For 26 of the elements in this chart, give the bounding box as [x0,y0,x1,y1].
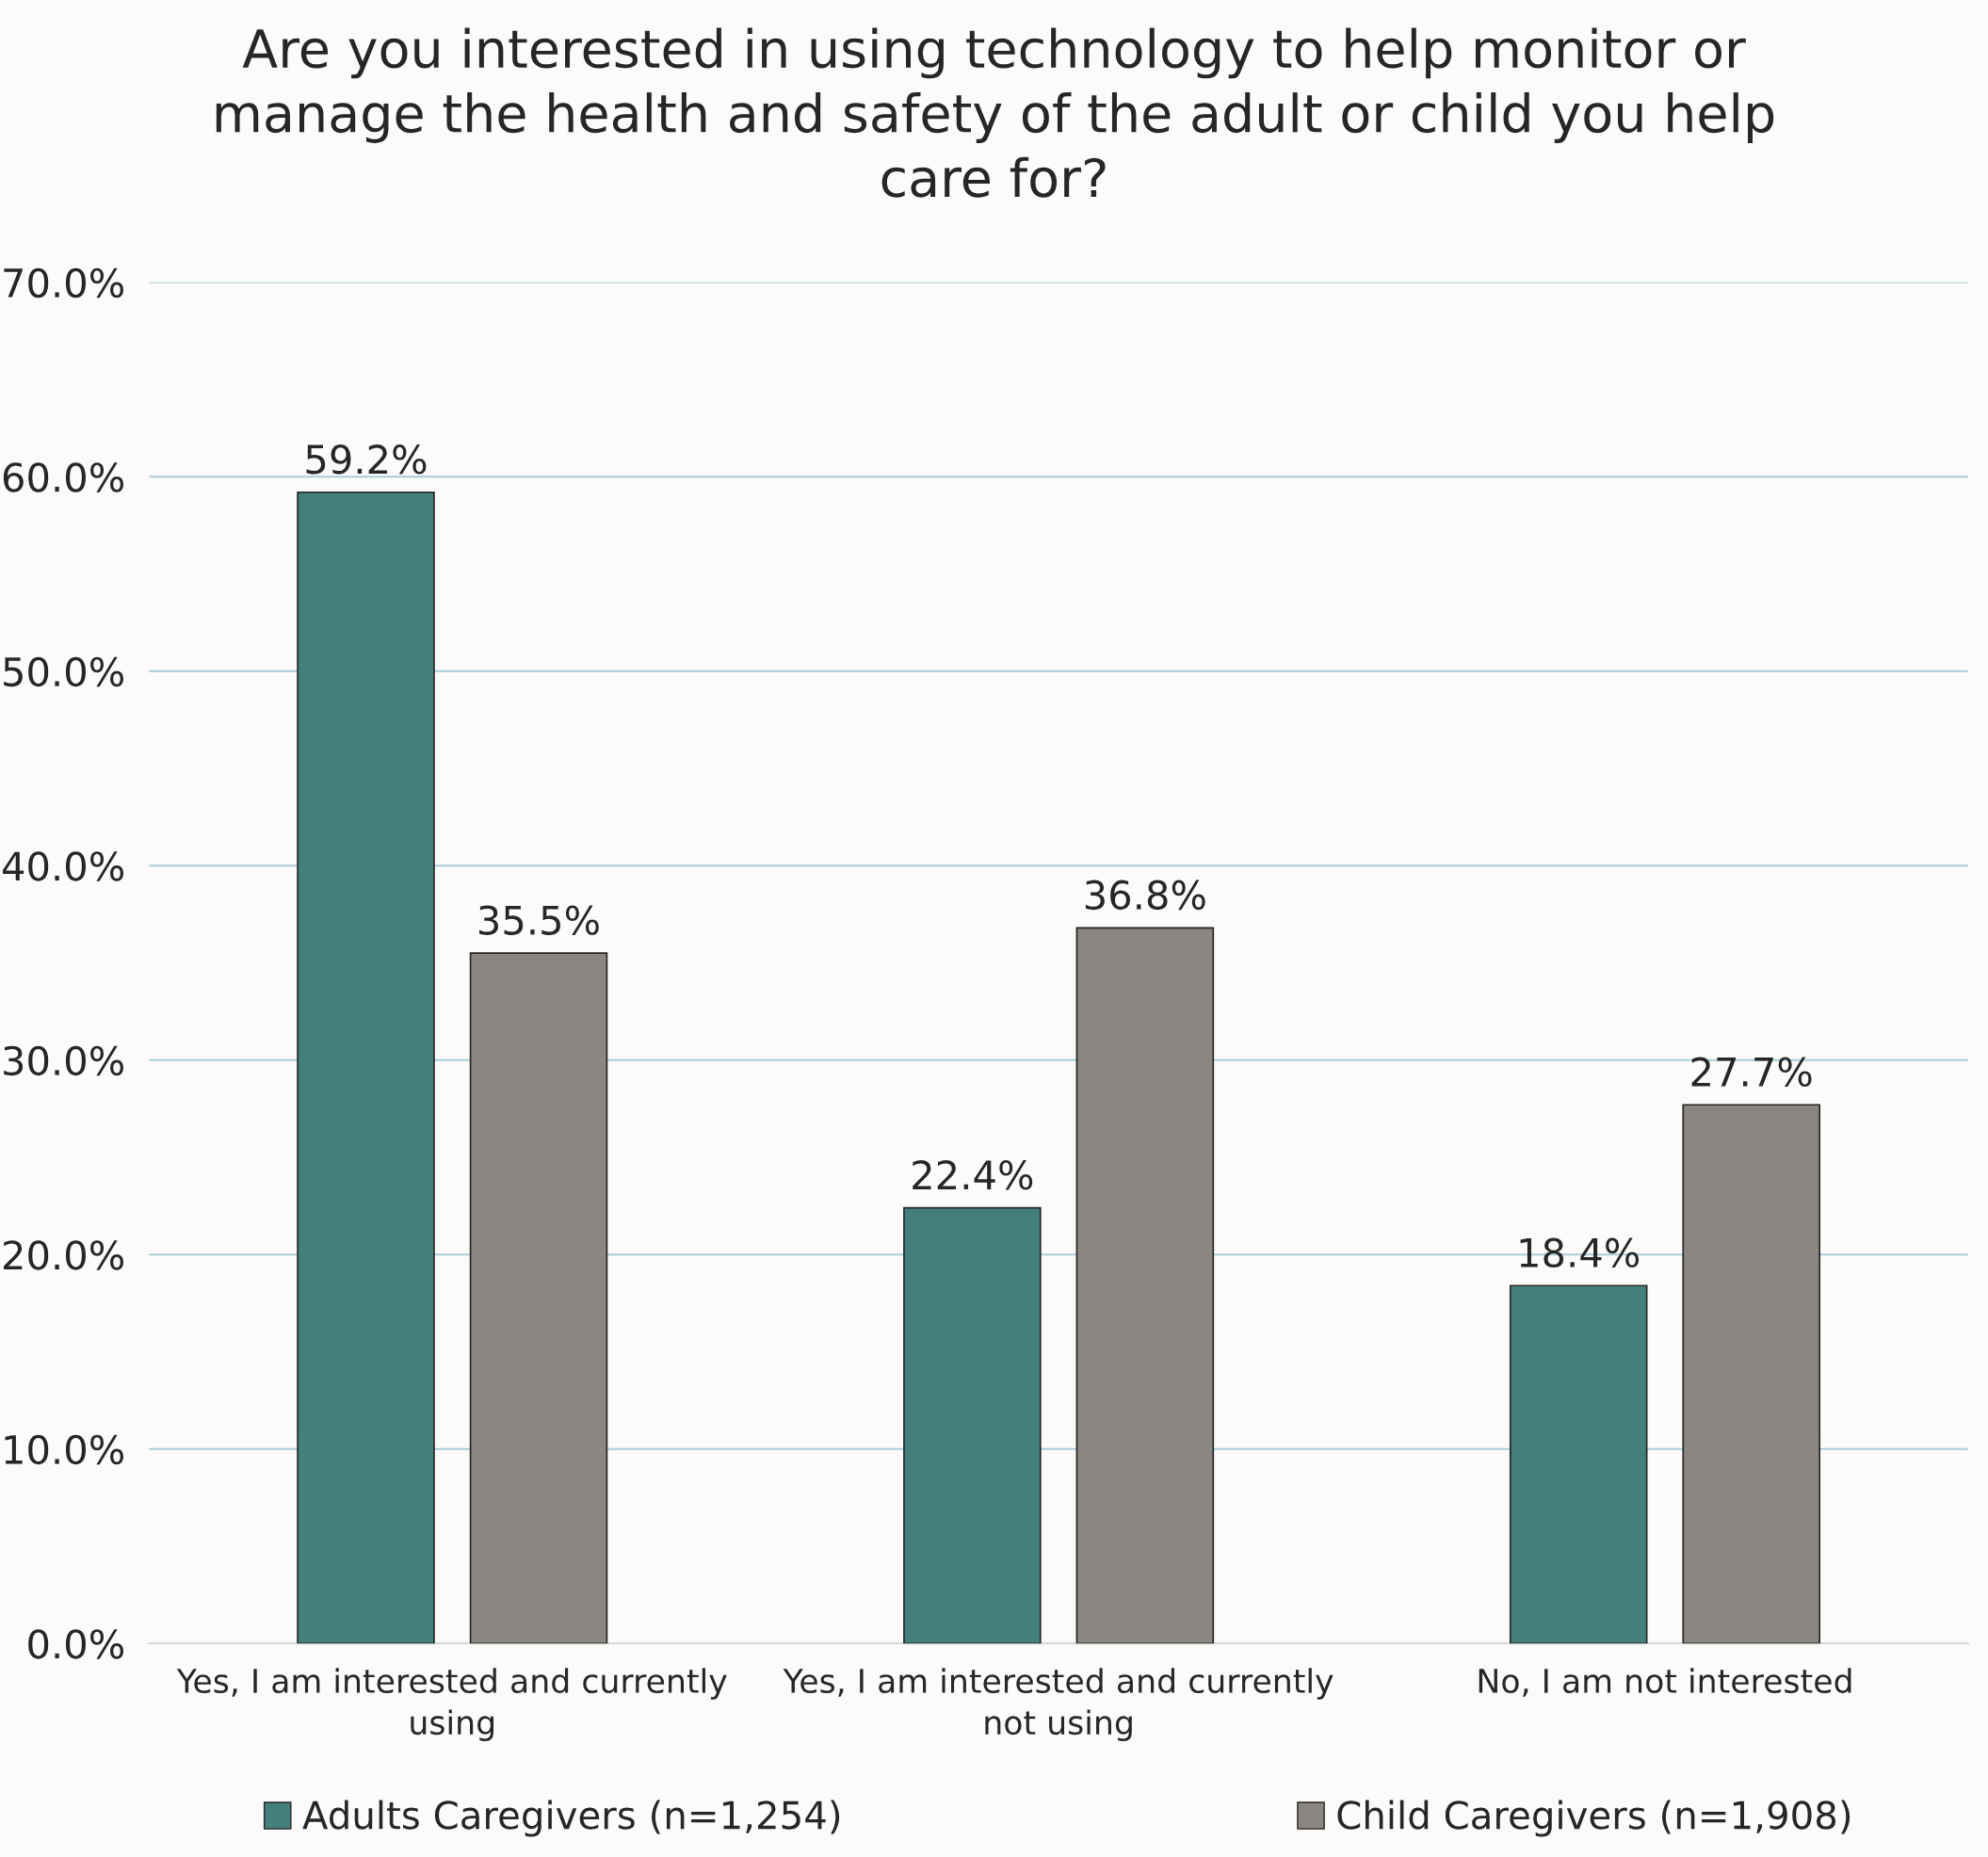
bar [903,1206,1042,1644]
data-label: 27.7% [1691,1057,1812,1088]
x-tick-label: Yes, I am interested and currently using [176,1668,727,1741]
chart-title: Are you interested in using technology to help monitor or manage the health and safety of the adult or child you help care for? [216,27,1774,198]
bar [1075,927,1215,1644]
data-label: 36.8% [1085,880,1205,911]
bar [1682,1104,1820,1644]
y-tick-label: 40.0% [3,851,124,881]
bar [1509,1284,1648,1644]
y-tick-label: 20.0% [4,1240,124,1270]
y-tick-label: 60.0% [3,462,124,493]
y-tick-label: 0.0% [28,1629,124,1659]
bar [297,491,435,1644]
data-label: 22.4% [913,1159,1033,1190]
y-tick-label: 30.0% [4,1045,124,1076]
x-tick-label: No, I am not interested [1479,1668,1851,1697]
data-label: 59.2% [306,444,427,475]
legend-label: Child Caregivers (n=1,908) [1337,1800,1851,1837]
y-tick-label: 10.0% [5,1434,124,1465]
data-label: 35.5% [479,905,599,935]
x-tick-label: Yes, I am interested and currently not using [783,1668,1333,1741]
y-tick-label: 50.0% [4,656,124,687]
legend-label: Adults Caregivers (n=1,254) [302,1800,840,1837]
data-label: 18.4% [1520,1237,1640,1268]
y-tick-label: 70.0% [4,267,124,299]
bar [469,952,608,1644]
